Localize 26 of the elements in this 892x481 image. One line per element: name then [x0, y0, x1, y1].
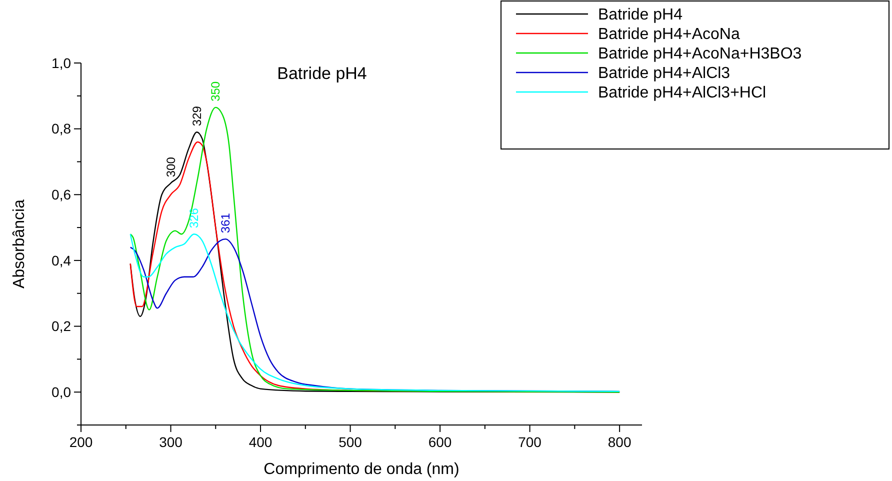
- annotation: 350: [208, 81, 223, 102]
- chart-title: Batride pH4: [277, 64, 367, 83]
- x-tick-label: 600: [428, 434, 452, 450]
- annotation: 361: [218, 212, 233, 234]
- legend-label: Batride pH4: [598, 6, 683, 24]
- x-tick-label: 300: [159, 434, 183, 450]
- legend-label: Batride pH4+AcoNa+H3BO3: [598, 46, 802, 63]
- y-tick-label: 0,6: [52, 186, 72, 203]
- x-axis-title: Comprimento de onda (nm): [264, 461, 460, 478]
- legend-label: Batride pH4+AlCl3: [598, 65, 730, 82]
- x-tick-label: 700: [518, 434, 542, 450]
- y-tick-label: 0,0: [52, 384, 72, 400]
- annotation: 329: [190, 106, 204, 126]
- x-tick-label: 800: [608, 434, 632, 450]
- annotation: 300: [164, 156, 178, 178]
- y-axis-title: Absorbância: [11, 199, 28, 288]
- y-tick-label: 0,8: [52, 120, 72, 137]
- y-tick-label: 0,4: [52, 252, 72, 268]
- y-tick-label: 1,0: [52, 54, 72, 71]
- x-tick-label: 500: [338, 434, 362, 450]
- x-tick-label: 400: [248, 434, 272, 450]
- x-tick-label: 200: [69, 434, 93, 450]
- annotation: 326: [187, 208, 202, 228]
- y-tick-label: 0,2: [52, 318, 72, 334]
- legend-label: Batride pH4+AlCl3+HCl: [598, 84, 766, 102]
- legend-label: Batride pH4+AcoNa: [598, 26, 740, 44]
